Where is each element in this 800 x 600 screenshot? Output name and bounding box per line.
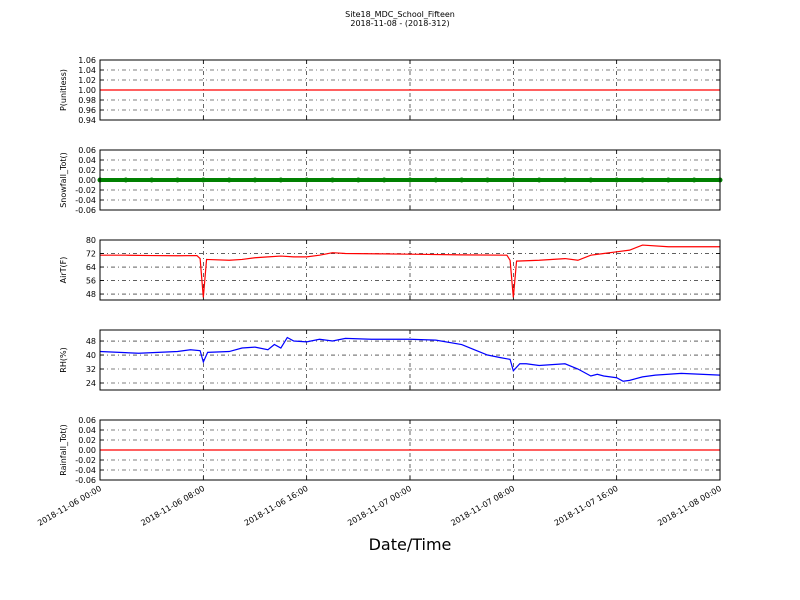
y-tick-label: -0.04 [75,196,96,205]
data-point [640,177,645,183]
x-axis-label: Date/Time [369,535,452,554]
y-tick-label: -0.06 [75,206,96,215]
y-tick-label: 1.06 [78,56,96,65]
y-axis-label: RH(%) [59,347,68,372]
plot-frame [99,149,721,211]
y-tick-label: 1.00 [78,86,96,95]
data-point [252,177,258,183]
y-axis-label: P(unitless) [59,69,68,111]
data-line [99,336,721,382]
y-axis-label: Snowfall_Tot() [59,152,68,208]
y-tick-label: 0.04 [78,426,96,435]
data-point [123,177,129,183]
plot-frame [99,239,721,301]
y-axis-label: AirT(F) [59,257,68,284]
y-tick-label: 0.00 [78,446,96,455]
y-tick-label: 0.02 [78,166,96,175]
y-tick-label: 0.06 [78,146,96,155]
y-tick-label: -0.02 [75,186,96,195]
plot-frame [99,419,721,481]
y-tick-label: 56 [86,277,96,286]
y-tick-label: 0.96 [78,106,96,115]
data-point [614,177,620,183]
y-tick-label: 48 [86,337,96,346]
chart-title: Site18_MDC_School_Fifteen [345,10,455,19]
y-tick-label: -0.06 [75,476,96,485]
data-point [304,177,310,183]
chart-subtitle: 2018-11-08 - (2018-312) [350,19,449,28]
data-point [459,177,465,183]
y-tick-label: 32 [86,365,96,374]
plot-frame [99,329,721,391]
y-tick-label: 0.06 [78,416,96,425]
data-point [510,177,516,183]
y-tick-label: 1.04 [78,66,96,75]
data-point [278,177,284,183]
data-point [588,177,594,183]
data-point [381,177,387,183]
y-tick-label: 72 [86,250,96,259]
data-point [407,177,413,183]
y-tick-label: -0.02 [75,456,96,465]
data-point [562,177,568,183]
y-tick-label: 0.02 [78,436,96,445]
y-tick-label: 0.04 [78,156,96,165]
y-tick-label: 1.02 [78,76,96,85]
plot-frame [99,59,721,121]
data-point [226,177,232,183]
y-tick-label: -0.04 [75,466,96,475]
y-tick-label: 24 [86,379,96,388]
y-tick-label: 0.00 [78,176,96,185]
y-tick-label: 0.94 [78,116,96,125]
data-point [355,177,361,183]
data-point [149,177,155,183]
data-point [433,177,439,183]
y-axis-label: Rainfall_Tot() [59,424,68,476]
data-point [665,177,671,183]
data-point [691,177,697,183]
data-point [330,177,335,183]
y-tick-label: 40 [86,351,96,360]
y-tick-label: 64 [86,263,96,272]
y-tick-label: 80 [86,236,96,245]
y-tick-label: 0.98 [78,96,96,105]
data-point [485,177,490,183]
data-point [200,177,206,183]
data-point [175,177,180,183]
data-point [536,177,542,183]
y-tick-label: 48 [86,290,96,299]
data-line [100,244,720,298]
